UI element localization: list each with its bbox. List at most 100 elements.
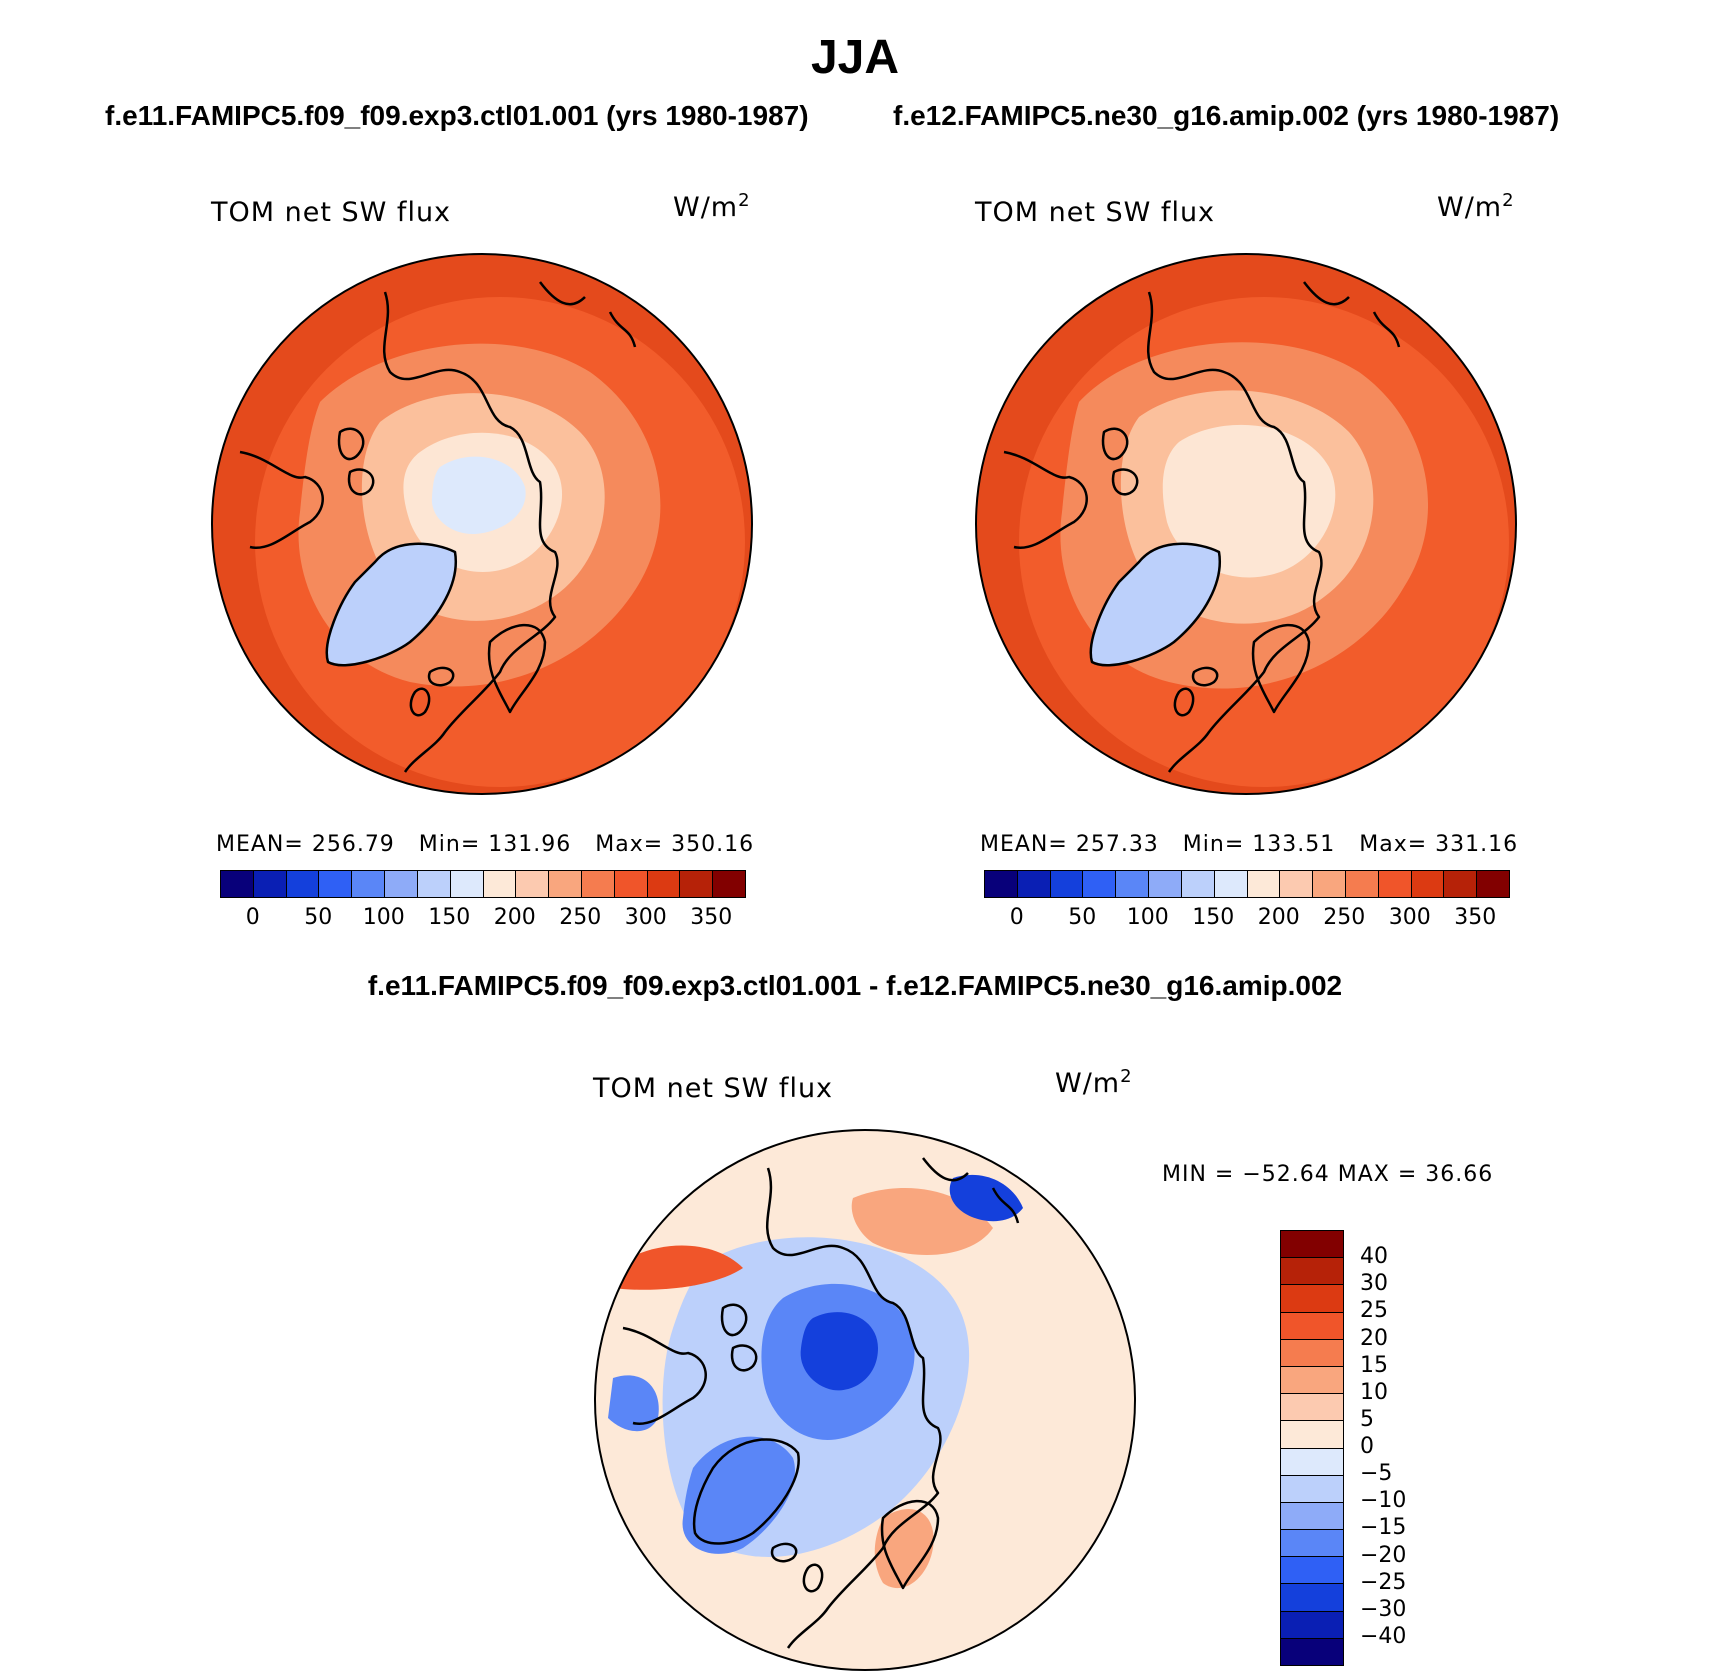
colorbar-tick-label: 100 — [362, 905, 405, 930]
colorbar-tick-label: 0 — [1009, 905, 1024, 930]
colorbar-tick-label: 200 — [1257, 905, 1300, 930]
colorbar-tick-label: −40 — [1360, 1623, 1407, 1649]
colorbar-swatch — [1280, 871, 1314, 897]
colorbar-swatch — [1281, 1366, 1343, 1395]
coastline-arctic-islands — [720, 1303, 758, 1372]
map-boundary — [975, 253, 1517, 795]
map-boundary — [211, 253, 753, 795]
colorbar-tick-label: 350 — [1454, 905, 1497, 930]
coastline-arctic-islands — [1101, 427, 1139, 496]
colorbar-tick-label: 5 — [1360, 1406, 1374, 1432]
colorbar-swatch — [1083, 871, 1117, 897]
right-case-title: f.e12.FAMIPC5.ne30_g16.amip.002 (yrs 198… — [893, 100, 1560, 131]
map-zone-greenland-blue — [682, 1436, 795, 1554]
colorbar-swatch — [1281, 1502, 1343, 1531]
colorbar-tick-label: 15 — [1360, 1352, 1388, 1378]
colorbar-swatch — [985, 871, 1018, 897]
coastline-eurasia — [765, 1167, 942, 1649]
colorbar-tick-label: 300 — [1388, 905, 1431, 930]
left-units-label: W/m2 — [673, 190, 751, 223]
coastline-iceland — [1191, 666, 1219, 687]
colorbar-swatch — [516, 871, 550, 897]
colorbar-swatch — [1281, 1421, 1343, 1449]
map-zone-warm-scandinavia — [874, 1509, 934, 1589]
colorbar-swatch — [1281, 1475, 1343, 1503]
colorbar-swatch — [549, 871, 582, 897]
colorbar-swatch — [286, 871, 320, 897]
map-zone-deep — [800, 1312, 878, 1391]
left-variable-label: TOM net SW flux — [211, 197, 452, 228]
colorbar-swatch — [1281, 1285, 1343, 1313]
right-polar-map — [975, 253, 1517, 795]
colorbar-tick-label: −30 — [1360, 1596, 1407, 1622]
diff-variable-label: TOM net SW flux — [593, 1073, 834, 1104]
colorbar-swatch — [1378, 871, 1412, 897]
colorbar-tick-label: 30 — [1360, 1271, 1388, 1297]
colorbar-swatch — [221, 871, 254, 897]
diff-minmax: MIN = −52.64 MAX = 36.66 — [1162, 1162, 1494, 1187]
colorbar-swatch — [1149, 871, 1182, 897]
left-polar-map — [211, 253, 753, 795]
difference-title: f.e11.FAMIPC5.f09_f09.exp3.ctl01.001 - f… — [367, 970, 1343, 1001]
colorbar-swatch — [1281, 1530, 1343, 1558]
colorbar-swatch — [1281, 1611, 1343, 1639]
coastline-scandinavia — [1251, 623, 1311, 714]
colorbar-tick-label: 20 — [1360, 1325, 1388, 1351]
colorbar-tick-label: 50 — [1068, 905, 1097, 930]
colorbar-tick-label: −5 — [1360, 1461, 1393, 1487]
colorbar-tick-label: −20 — [1360, 1542, 1407, 1568]
coastline-british-isles — [1173, 687, 1195, 717]
right-units-label: W/m2 — [1437, 190, 1515, 223]
colorbar-swatch — [713, 871, 745, 897]
colorbar-swatch — [1116, 871, 1150, 897]
season-title: JJA — [810, 31, 900, 84]
colorbar-swatch — [1281, 1584, 1343, 1612]
colorbar-swatch — [1281, 1231, 1343, 1259]
colorbar-tick-label: 300 — [624, 905, 667, 930]
colorbar-swatch — [1281, 1258, 1343, 1286]
map-zone-cool-na — [608, 1375, 659, 1432]
map-zone-warm-band — [613, 1245, 743, 1290]
colorbar-swatch — [352, 871, 386, 897]
diff-units-label: W/m2 — [1055, 1066, 1133, 1099]
colorbar-tick-label: 50 — [304, 905, 333, 930]
colorbar-tick-label: 150 — [428, 905, 471, 930]
left-case-title: f.e11.FAMIPC5.f09_f09.exp3.ctl01.001 (yr… — [105, 100, 809, 131]
colorbar-tick-label: 250 — [1323, 905, 1366, 930]
colorbar-tick-label: 10 — [1360, 1379, 1388, 1405]
colorbar-tick-label: −25 — [1360, 1569, 1407, 1595]
colorbar-swatch — [417, 871, 451, 897]
colorbar-tick-label: 0 — [1360, 1434, 1374, 1459]
coastline-iceland — [770, 1542, 798, 1563]
coastline-greenland — [325, 542, 458, 667]
coastline-east-asia — [539, 281, 637, 348]
colorbar-swatch — [581, 871, 615, 897]
colorbar-swatch — [1247, 871, 1281, 897]
colorbar-swatch — [1411, 871, 1445, 897]
coastline-north-america — [239, 450, 324, 550]
colorbar-swatch — [1313, 871, 1346, 897]
colorbar-swatch — [1017, 871, 1051, 897]
colorbar-swatch — [1281, 1394, 1343, 1422]
colorbar-swatch — [319, 871, 353, 897]
colorbar-swatch — [1181, 871, 1215, 897]
difference-polar-map — [594, 1129, 1136, 1671]
left-stats: MEAN= 256.79 Min= 131.96 Max= 350.16 — [216, 832, 755, 857]
colorbar-tick-label: 150 — [1192, 905, 1235, 930]
colorbar-swatch — [450, 871, 484, 897]
coastline-british-isles — [409, 687, 431, 717]
map-zone-deep-ne — [949, 1174, 1023, 1222]
coastline-east-asia — [1303, 281, 1401, 348]
colorbar-swatch — [1444, 871, 1478, 897]
colorbar-swatch — [1281, 1312, 1343, 1340]
colorbar-swatch — [1477, 871, 1509, 897]
map-zone-ice — [431, 456, 526, 535]
colorbar-tick-label: −10 — [1360, 1488, 1407, 1514]
colorbar-swatch — [647, 871, 681, 897]
difference-colorbar — [1280, 1230, 1344, 1666]
coastline-greenland — [692, 1438, 800, 1545]
colorbar-tick-label: 40 — [1360, 1244, 1388, 1270]
coastline-north-america — [1003, 450, 1088, 550]
colorbar-swatch — [253, 871, 287, 897]
colorbar-swatch — [1345, 871, 1379, 897]
